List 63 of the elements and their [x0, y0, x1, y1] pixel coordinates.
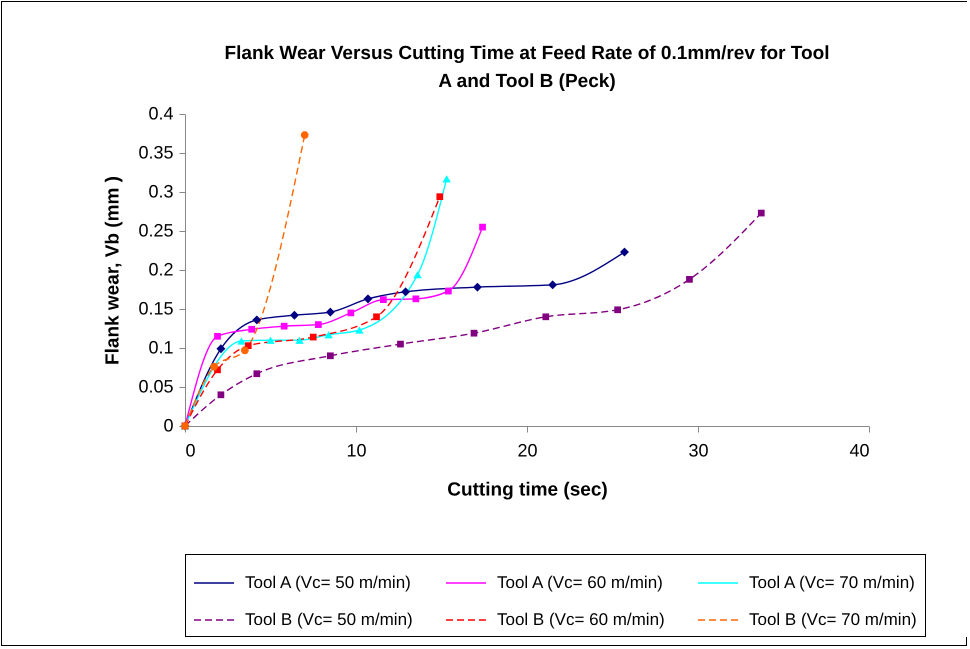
- x-tick-label: 20: [517, 440, 538, 460]
- point: [401, 287, 410, 296]
- legend-label: Tool A (Vc= 50 m/min): [245, 573, 411, 592]
- point: [614, 306, 621, 314]
- point: [364, 294, 372, 304]
- x-tick-label: 40: [849, 440, 870, 460]
- y-tick-label: 0.1: [148, 338, 174, 358]
- point: [413, 271, 422, 278]
- chart-title: Flank Wear Versus Cutting Time at Feed Rate of 0.1mm/rev for Tool A and Tool B (Peck): [224, 43, 830, 92]
- y-axis-title: Flank wear, Vb (mm ): [102, 176, 124, 365]
- point: [444, 288, 452, 294]
- x-tick-label: 10: [346, 440, 367, 460]
- point: [237, 337, 246, 345]
- point: [210, 362, 218, 371]
- point: [310, 334, 317, 340]
- point: [758, 210, 765, 216]
- point: [218, 391, 224, 398]
- x-tick-label: 0: [186, 440, 196, 460]
- legend-label: Tool A (Vc= 70 m/min): [749, 573, 915, 592]
- x-axis-title: Cutting time (sec): [447, 480, 608, 500]
- point: [280, 322, 288, 330]
- y-tick-label: 0.15: [138, 298, 174, 318]
- y-tick-label: 0.35: [138, 142, 174, 162]
- point: [266, 336, 275, 344]
- point: [315, 321, 322, 328]
- point: [397, 340, 404, 348]
- y-tick-label: 0.2: [148, 260, 174, 280]
- point: [240, 346, 249, 354]
- x-tick-label: 30: [688, 440, 709, 460]
- point: [470, 330, 478, 337]
- point: [248, 326, 256, 333]
- point: [300, 131, 309, 139]
- y-tick-label: 0.25: [138, 220, 174, 240]
- legend-label: Tool B (Vc= 70 m/min): [749, 610, 917, 629]
- point: [436, 193, 444, 200]
- point: [620, 248, 629, 257]
- legend-label: Tool B (Vc= 50 m/min): [245, 610, 413, 629]
- point: [326, 308, 335, 317]
- legend-label: Tool B (Vc= 60 m/min): [497, 610, 665, 629]
- point: [326, 352, 334, 360]
- point: [214, 332, 221, 340]
- point: [295, 336, 304, 344]
- point: [355, 326, 364, 334]
- legend-label: Tool A (Vc= 60 m/min): [497, 573, 663, 592]
- point: [252, 315, 262, 324]
- point: [479, 224, 486, 230]
- point: [380, 296, 387, 303]
- y-tick-label: 0.05: [138, 376, 174, 396]
- point: [216, 344, 226, 354]
- point: [472, 282, 482, 292]
- y-tick-label: 0.4: [148, 104, 174, 124]
- point: [442, 175, 451, 182]
- point: [412, 296, 420, 302]
- point: [542, 313, 550, 320]
- point: [348, 310, 354, 316]
- point: [686, 276, 693, 283]
- point: [548, 280, 558, 290]
- point: [290, 310, 299, 320]
- point: [373, 313, 380, 320]
- point: [253, 370, 260, 378]
- y-tick-label: 0.3: [148, 182, 174, 202]
- point: [324, 331, 333, 338]
- y-tick-label: 0: [163, 416, 174, 436]
